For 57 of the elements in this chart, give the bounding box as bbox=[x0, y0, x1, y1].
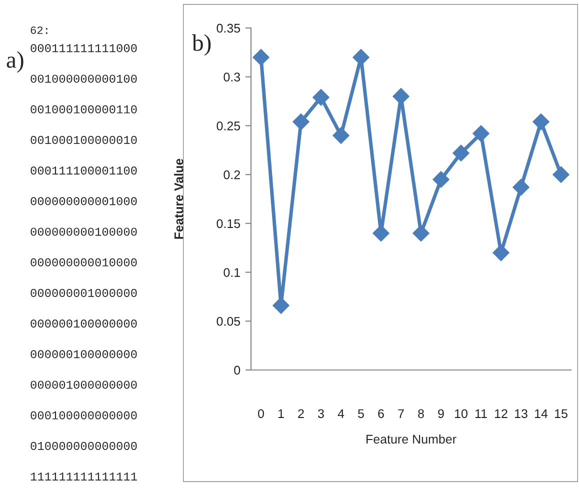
point bbox=[512, 178, 530, 196]
y-tick-label: 0.15 bbox=[216, 219, 240, 228]
text: 000001000000000 bbox=[30, 380, 137, 389]
y-tick-label: 0.25 bbox=[216, 122, 240, 130]
point bbox=[272, 297, 290, 314]
text: 010000000000000 bbox=[30, 442, 137, 450]
point bbox=[312, 89, 330, 106]
x-tick-label: 5 bbox=[358, 409, 364, 418]
x-tick-label: 4 bbox=[338, 409, 344, 418]
text: 000000000001000 bbox=[30, 197, 137, 206]
point bbox=[492, 244, 510, 262]
text: 000000001000000 bbox=[30, 288, 137, 298]
x-tick-label: 11 bbox=[475, 409, 487, 418]
x-tick-label: 12 bbox=[495, 409, 508, 418]
y-tick-label: 0.1 bbox=[224, 268, 240, 277]
point bbox=[552, 166, 570, 183]
y-tick-label: 0.2 bbox=[224, 170, 240, 180]
text: 000000000100000 bbox=[30, 228, 137, 236]
text: 000111111111000 bbox=[30, 44, 137, 52]
point bbox=[472, 125, 490, 142]
text: a) bbox=[6, 51, 24, 73]
text: 001000100000110 bbox=[30, 105, 137, 114]
x-tick-label: 0 bbox=[258, 409, 264, 418]
point bbox=[332, 127, 350, 144]
text: 000000100000000 bbox=[30, 320, 137, 328]
x-tick-label: 14 bbox=[535, 409, 548, 418]
text: 62: bbox=[30, 26, 48, 34]
y-tick-label: 0 bbox=[234, 366, 240, 375]
x-tick-label: 13 bbox=[515, 409, 528, 418]
x-tick-label: 7 bbox=[398, 409, 404, 418]
x-tick-label: 8 bbox=[418, 409, 424, 418]
point bbox=[532, 113, 550, 130]
point bbox=[252, 48, 270, 66]
x-tick-label: 10 bbox=[455, 409, 468, 418]
text: 000000100000000 bbox=[30, 350, 137, 358]
x-tick-label: 1 bbox=[278, 409, 284, 418]
x-tick-label: 6 bbox=[378, 409, 384, 418]
y-tick-label: 0.35 bbox=[216, 24, 240, 33]
text: 000000000010000 bbox=[30, 258, 137, 266]
text: 111111111111111 bbox=[30, 472, 137, 480]
chart-title: b) bbox=[192, 34, 211, 56]
point bbox=[432, 171, 450, 188]
y-tick-label: 0.05 bbox=[216, 316, 240, 326]
x-tick-label: 2 bbox=[298, 409, 304, 418]
x-axis-title: Feature Number bbox=[366, 434, 456, 444]
x-tick-label: 9 bbox=[438, 409, 444, 418]
x-tick-label: 15 bbox=[555, 409, 568, 418]
text: 000100000000000 bbox=[30, 411, 137, 420]
point bbox=[452, 144, 470, 162]
point bbox=[292, 113, 310, 130]
text: 001000100000010 bbox=[30, 136, 137, 144]
y-axis-title: Feature Value bbox=[174, 158, 184, 239]
text: 000111100001100 bbox=[30, 166, 137, 175]
x-tick-label: 3 bbox=[318, 409, 324, 418]
y-tick-label: 0.3 bbox=[224, 72, 240, 82]
text: 001000000000100 bbox=[30, 74, 137, 83]
point bbox=[412, 224, 430, 242]
